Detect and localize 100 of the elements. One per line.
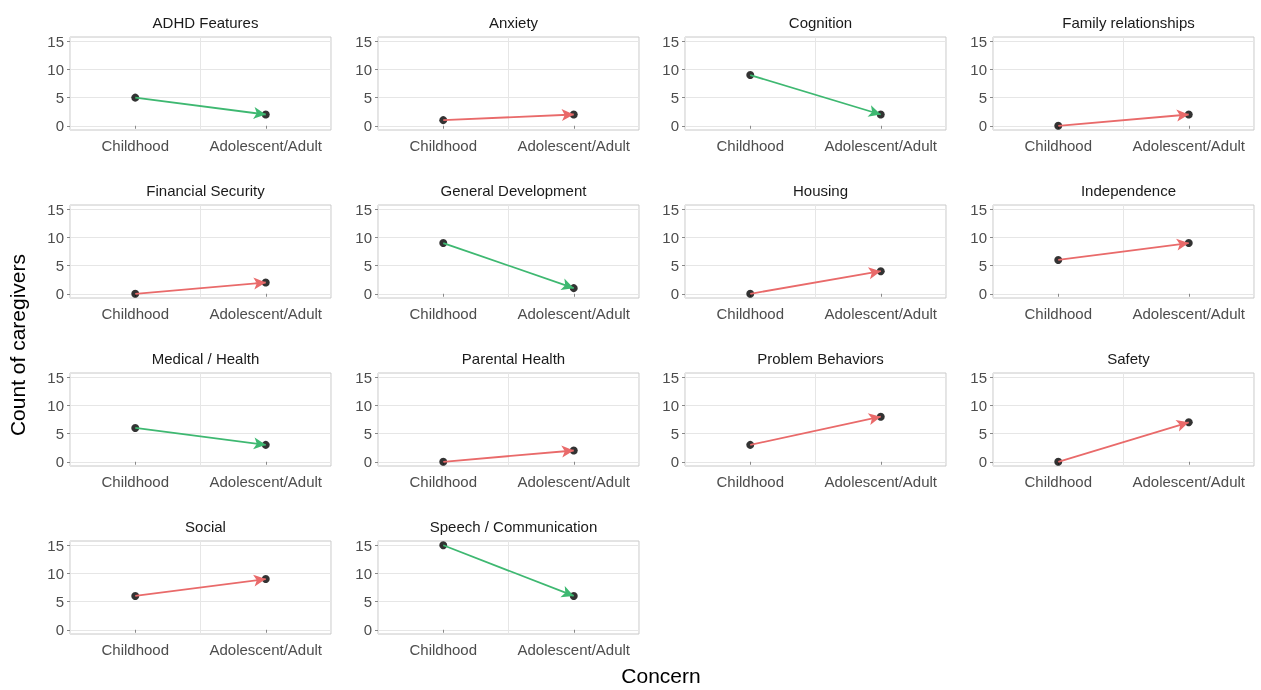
y-tick-label: 5 bbox=[363, 89, 372, 107]
y-tick-label: 5 bbox=[671, 425, 680, 443]
y-tick-label: 15 bbox=[355, 536, 372, 554]
x-tick-label: Adolescent/Adult bbox=[517, 641, 631, 658]
y-tick-label: 5 bbox=[978, 257, 988, 275]
y-tick-label: 10 bbox=[970, 396, 988, 414]
y-tick-label: 0 bbox=[671, 285, 680, 303]
y-tick-label: 15 bbox=[47, 536, 64, 554]
x-tick-label: Childhood bbox=[716, 137, 785, 154]
x-tick-label: Childhood bbox=[716, 473, 785, 490]
x-axis-title: Concern bbox=[621, 664, 701, 688]
y-tick-label: 15 bbox=[47, 200, 64, 218]
y-tick-label: 5 bbox=[363, 593, 372, 611]
x-tick-label: Adolescent/Adult bbox=[824, 137, 939, 154]
y-tick-label: 0 bbox=[363, 285, 372, 303]
y-tick-label: 10 bbox=[662, 396, 680, 414]
x-tick-label: Adolescent/Adult bbox=[1132, 305, 1246, 322]
chart-title: Family relationships bbox=[1062, 14, 1195, 31]
chart-title: Cognition bbox=[789, 14, 853, 31]
y-tick-label: 0 bbox=[363, 453, 372, 471]
x-tick-label: Adolescent/Adult bbox=[1132, 137, 1246, 154]
y-tick-label: 10 bbox=[355, 228, 372, 246]
x-tick-label: Childhood bbox=[1024, 305, 1093, 322]
y-tick-label: 15 bbox=[47, 368, 64, 386]
x-tick-label: Childhood bbox=[1024, 473, 1093, 490]
y-tick-label: 0 bbox=[671, 117, 680, 135]
y-tick-label: 10 bbox=[662, 60, 680, 78]
y-tick-label: 0 bbox=[55, 285, 64, 303]
y-tick-label: 0 bbox=[978, 453, 988, 471]
y-tick-label: 15 bbox=[355, 200, 372, 218]
x-tick-label: Childhood bbox=[101, 641, 170, 658]
chart-title: Anxiety bbox=[488, 14, 539, 31]
x-tick-label: Adolescent/Adult bbox=[209, 641, 323, 658]
y-tick-label: 5 bbox=[55, 425, 64, 443]
y-tick-label: 15 bbox=[662, 200, 680, 218]
chart-title: Medical / Health bbox=[151, 350, 260, 367]
y-tick-label: 15 bbox=[662, 368, 680, 386]
x-tick-label: Childhood bbox=[101, 473, 170, 490]
x-tick-label: Adolescent/Adult bbox=[517, 137, 631, 154]
chart-title: Parental Health bbox=[461, 350, 565, 367]
y-tick-label: 10 bbox=[970, 228, 988, 246]
y-tick-label: 5 bbox=[671, 89, 680, 107]
y-tick-label: 10 bbox=[355, 60, 372, 78]
y-tick-label: 10 bbox=[662, 228, 680, 246]
y-tick-label: 0 bbox=[55, 621, 64, 639]
x-tick-label: Adolescent/Adult bbox=[824, 305, 939, 322]
y-tick-label: 5 bbox=[978, 425, 988, 443]
x-tick-label: Childhood bbox=[716, 305, 785, 322]
y-tick-label: 15 bbox=[47, 32, 64, 50]
x-tick-label: Childhood bbox=[409, 473, 477, 490]
y-tick-label: 10 bbox=[355, 396, 372, 414]
y-tick-label: 0 bbox=[363, 117, 372, 135]
y-tick-label: 10 bbox=[47, 228, 64, 246]
y-tick-label: 0 bbox=[363, 621, 372, 639]
y-tick-label: 0 bbox=[978, 285, 988, 303]
y-tick-label: 15 bbox=[970, 32, 988, 50]
y-tick-label: 15 bbox=[662, 32, 680, 50]
y-tick-label: 5 bbox=[363, 425, 372, 443]
chart-title: ADHD Features bbox=[152, 14, 259, 31]
x-tick-label: Adolescent/Adult bbox=[209, 473, 323, 490]
x-tick-label: Adolescent/Adult bbox=[209, 305, 323, 322]
x-tick-label: Childhood bbox=[1024, 137, 1093, 154]
y-tick-label: 15 bbox=[355, 368, 372, 386]
y-axis-title: Count of caregivers bbox=[6, 253, 30, 437]
chart-title: Problem Behaviors bbox=[757, 350, 885, 367]
y-tick-label: 0 bbox=[55, 117, 64, 135]
y-tick-label: 10 bbox=[355, 564, 372, 582]
x-tick-label: Adolescent/Adult bbox=[209, 137, 323, 154]
chart-title: Safety bbox=[1107, 350, 1151, 367]
y-tick-label: 15 bbox=[970, 368, 988, 386]
y-tick-label: 0 bbox=[978, 117, 988, 135]
chart-title: Housing bbox=[793, 182, 849, 199]
chart-title: Financial Security bbox=[146, 182, 266, 199]
chart-title: General Development bbox=[440, 182, 587, 199]
x-tick-label: Childhood bbox=[101, 305, 170, 322]
x-tick-label: Childhood bbox=[101, 137, 170, 154]
y-tick-label: 5 bbox=[55, 257, 64, 275]
x-tick-label: Childhood bbox=[409, 305, 477, 322]
y-tick-label: 10 bbox=[970, 60, 988, 78]
y-tick-label: 0 bbox=[55, 453, 64, 471]
y-tick-label: 0 bbox=[671, 453, 680, 471]
x-tick-label: Adolescent/Adult bbox=[517, 305, 631, 322]
y-tick-label: 15 bbox=[970, 200, 988, 218]
y-tick-label: 5 bbox=[55, 89, 64, 107]
y-tick-label: 5 bbox=[363, 257, 372, 275]
y-tick-label: 5 bbox=[55, 593, 64, 611]
x-tick-label: Adolescent/Adult bbox=[824, 473, 939, 490]
x-tick-label: Childhood bbox=[409, 137, 477, 154]
x-tick-label: Adolescent/Adult bbox=[517, 473, 631, 490]
y-tick-label: 5 bbox=[978, 89, 988, 107]
chart-title: Independence bbox=[1081, 182, 1177, 199]
y-tick-label: 10 bbox=[47, 396, 64, 414]
y-tick-label: 10 bbox=[47, 60, 64, 78]
x-tick-label: Childhood bbox=[409, 641, 477, 658]
x-tick-label: Adolescent/Adult bbox=[1132, 473, 1246, 490]
chart-title: Speech / Communication bbox=[429, 518, 597, 535]
y-tick-label: 10 bbox=[47, 564, 64, 582]
y-tick-label: 5 bbox=[671, 257, 680, 275]
chart-title: Social bbox=[185, 518, 226, 535]
y-tick-label: 15 bbox=[355, 32, 372, 50]
